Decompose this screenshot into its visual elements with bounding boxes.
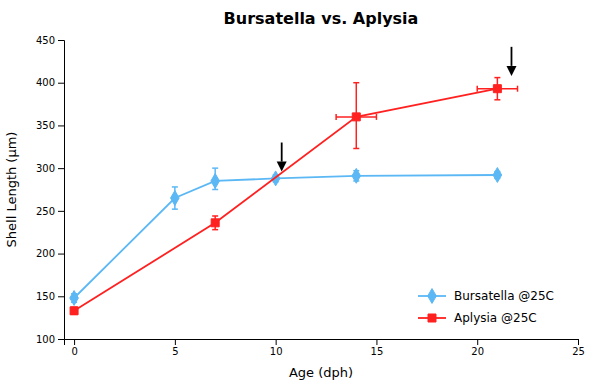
error-bar-cap [335, 114, 337, 120]
error-bar-cap [212, 229, 218, 231]
error-bar-cap [212, 167, 218, 169]
y-tick: 150 [36, 291, 64, 302]
error-bar-cap [212, 215, 218, 217]
x-tick-label: 0 [71, 346, 77, 357]
y-tick: 400 [36, 77, 64, 88]
x-axis-label: Age (dph) [289, 365, 353, 380]
arrow [277, 143, 287, 172]
y-tick-mark [58, 339, 64, 340]
arrow-shaft [281, 143, 283, 162]
marker [70, 291, 79, 306]
x-tick-mark [276, 339, 277, 345]
x-tick-mark [578, 339, 579, 345]
x-tick: 5 [172, 339, 178, 357]
x-tick-label: 10 [270, 346, 283, 357]
x-tick-label: 15 [371, 346, 384, 357]
legend-marker [428, 314, 436, 322]
y-tick-label: 100 [36, 334, 55, 345]
error-bar-cap [376, 114, 378, 120]
x-tick-label: 20 [471, 346, 484, 357]
legend-item: Bursatella @25C [418, 289, 554, 304]
y-tick-mark [58, 83, 64, 84]
error-bar-cap [476, 86, 478, 92]
y-axis-label: Shell Length (μm) [4, 132, 19, 248]
y-tick-mark [58, 125, 64, 126]
marks [70, 47, 518, 315]
legend-label: Aplysia @25C [454, 311, 537, 325]
marker [171, 191, 180, 206]
legend: Bursatella @25C Aplysia @25C [418, 289, 554, 326]
error-bar-cap [517, 86, 519, 92]
error-bar-cap [494, 77, 500, 79]
arrow [506, 47, 516, 76]
y-tick-mark [58, 211, 64, 212]
line [74, 89, 497, 311]
x-tick-mark [376, 339, 377, 345]
x-tick-label: 25 [572, 346, 585, 357]
y-error-bar [71, 307, 77, 314]
y-axis: 100 150 200 250 300 350 400 450 [36, 35, 65, 345]
error-bar-cap [494, 99, 500, 101]
x-tick: 0 [71, 339, 77, 357]
y-error-bar [494, 78, 500, 100]
x-tick-mark [175, 339, 176, 345]
y-tick-mark [58, 296, 64, 297]
x-axis: 0 5 10 15 20 25 [65, 339, 585, 357]
line [74, 175, 497, 298]
y-tick: 250 [36, 206, 64, 217]
arrow-head [277, 162, 287, 172]
marker [70, 307, 78, 315]
plot: 0 5 10 15 20 25 100 150 200 250 300 350 400 450 Bursat… [36, 35, 585, 357]
y-tick: 350 [36, 120, 64, 131]
x-tick: 20 [471, 339, 484, 357]
x-error-bar [477, 86, 517, 92]
legend-item: Aplysia @25C [418, 311, 537, 325]
x-tick: 25 [572, 339, 585, 357]
y-tick-label: 300 [36, 163, 55, 174]
marker [352, 113, 360, 121]
y-tick: 300 [36, 163, 64, 174]
marker [352, 168, 361, 183]
arrow-shaft [511, 47, 513, 66]
x-error-bar [336, 114, 376, 120]
y-error-bar [212, 216, 218, 230]
x-tick-label: 5 [172, 346, 178, 357]
y-tick-label: 150 [36, 291, 55, 302]
error-bar-cap [353, 82, 359, 84]
x-tick: 15 [371, 339, 384, 357]
series [70, 168, 502, 306]
y-tick: 200 [36, 248, 64, 259]
chart: 0 5 10 15 20 25 100 150 200 250 300 350 400 450 Bursat… [0, 0, 600, 387]
y-tick-label: 250 [36, 206, 55, 217]
title: Bursatella vs. Aplysia [224, 9, 419, 28]
x-tick-mark [74, 339, 75, 345]
legend-label: Bursatella @25C [454, 289, 554, 303]
y-error-bar [353, 83, 359, 149]
x-axis-line [65, 340, 579, 346]
series [70, 78, 517, 315]
y-tick-label: 200 [36, 248, 55, 259]
y-tick: 450 [36, 35, 64, 46]
error-bar-cap [172, 208, 178, 210]
legend-marker [428, 289, 437, 304]
error-bar-cap [353, 148, 359, 150]
marker [211, 219, 219, 227]
y-axis-line [58, 41, 65, 340]
y-tick-mark [58, 168, 64, 169]
y-tick-label: 400 [36, 77, 55, 88]
x-tick-mark [477, 339, 478, 345]
error-bar-cap [172, 186, 178, 188]
y-tick: 100 [36, 334, 64, 345]
marker [493, 168, 502, 183]
x-tick: 10 [270, 339, 283, 357]
y-tick-label: 450 [36, 35, 55, 46]
y-tick-mark [58, 40, 64, 41]
arrow-head [506, 66, 516, 76]
y-tick-label: 350 [36, 120, 55, 131]
marker [211, 174, 220, 189]
marker [493, 85, 501, 93]
y-tick-mark [58, 254, 64, 255]
